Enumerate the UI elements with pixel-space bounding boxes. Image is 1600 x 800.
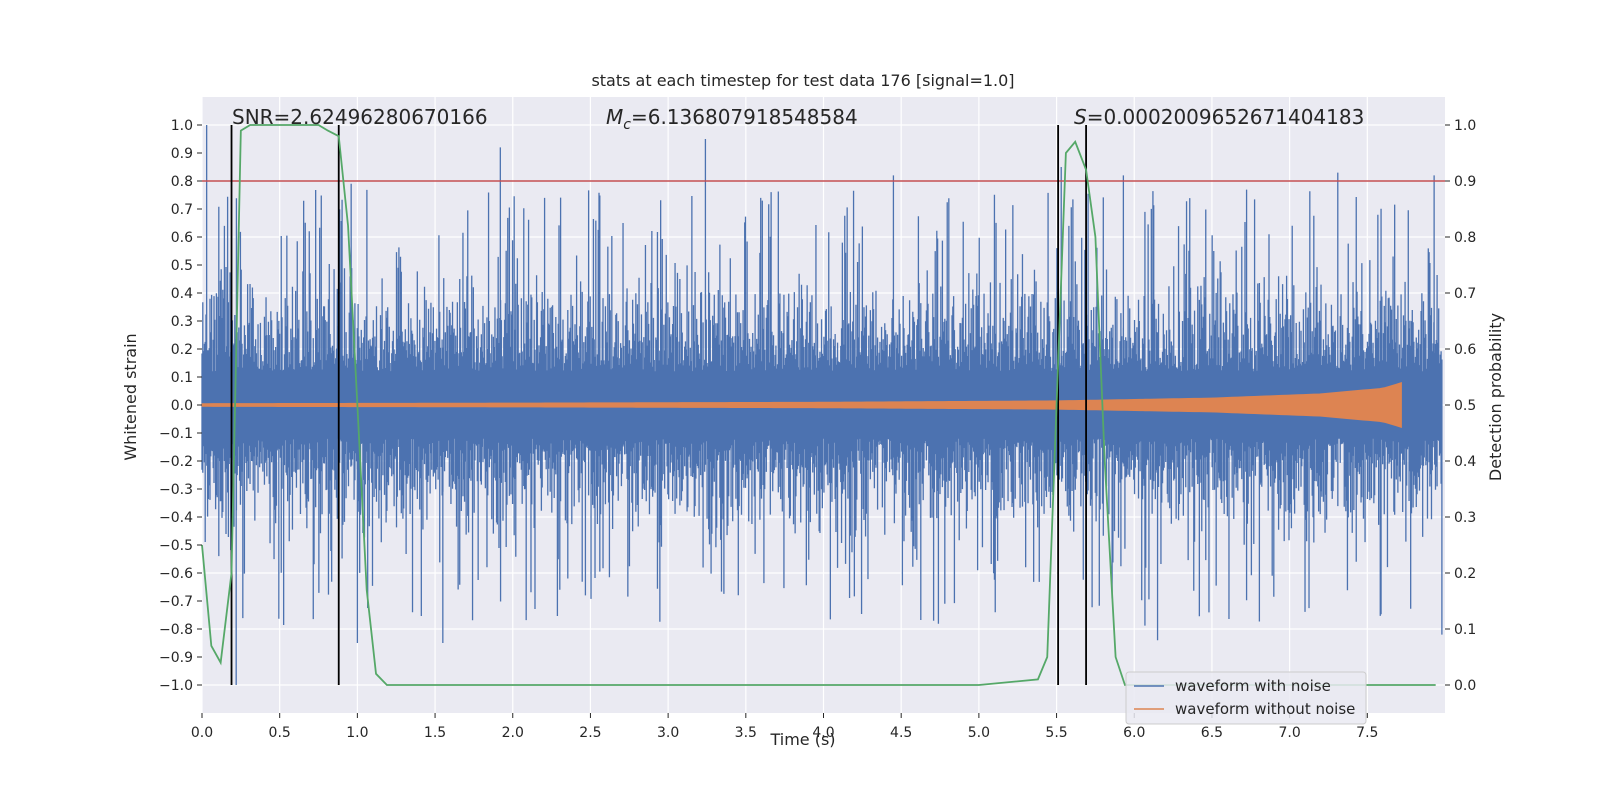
x-tick-label: 6.5 (1201, 725, 1223, 741)
x-tick-label: 0.5 (269, 725, 291, 741)
x-tick-label: 5.0 (968, 725, 990, 741)
x-tick-label: 7.0 (1278, 725, 1300, 741)
x-tick-label: 5.5 (1045, 725, 1067, 741)
annotation-snr: SNR=2.62496280670166 (232, 105, 488, 129)
series-waveform-without-noise (201, 382, 1402, 428)
y-right-tick-label: 0.3 (1454, 510, 1476, 526)
annotation-chirp-mass-value: =6.136807918548584 (631, 105, 858, 129)
y-left-tick-label: −0.3 (159, 482, 193, 498)
y-right-tick-label: 0.0 (1454, 678, 1476, 694)
x-tick-label: 3.5 (735, 725, 757, 741)
annotation-s: S=0.0002009652671404183 (1074, 105, 1364, 129)
y-left-tick-label: 0.1 (171, 370, 193, 386)
y-left-tick-label: 0.3 (171, 314, 193, 330)
y-left-tick-label: 0.0 (171, 398, 193, 414)
legend-frame (1125, 671, 1367, 725)
annotation-chirp-mass-subscript: c (623, 117, 631, 133)
x-tick-label: 4.5 (890, 725, 912, 741)
y-left-tick-label: −0.1 (159, 426, 193, 442)
vertical-marker-lines (230, 125, 1087, 685)
y-left-tick-label: −1.0 (159, 678, 193, 694)
y-left-tick-label: −0.5 (159, 538, 193, 554)
y-axis-left-label: Whitened strain (121, 333, 140, 460)
y-left-tick-label: 0.9 (171, 146, 193, 162)
x-tick-label: 6.0 (1123, 725, 1145, 741)
annotation-chirp-mass: Mc=6.136807918548584 (606, 105, 858, 133)
y-left-tick-label: −0.9 (159, 650, 193, 666)
x-tick-label: 2.5 (579, 725, 601, 741)
x-tick-label: 2.0 (502, 725, 524, 741)
y-left-tick-label: 0.8 (171, 174, 193, 190)
y-left-tick-label: 0.7 (171, 202, 193, 218)
y-right-tick-label: 1.0 (1454, 118, 1476, 134)
annotation-chirp-mass-symbol: M (606, 105, 623, 129)
y-left-tick-label: 0.5 (171, 258, 193, 274)
y-left-tick-label: −0.6 (159, 566, 193, 582)
annotation-s-symbol: S (1074, 105, 1087, 129)
x-tick-label: 1.5 (424, 725, 446, 741)
y-right-tick-label: 0.4 (1454, 454, 1476, 470)
series-detection-probability (201, 124, 1436, 686)
annotation-s-value: =0.0002009652671404183 (1087, 105, 1365, 129)
y-right-tick-label: 0.2 (1454, 566, 1476, 582)
y-right-tick-label: 0.8 (1454, 230, 1476, 246)
y-right-tick-label: 0.9 (1454, 174, 1476, 190)
y-right-tick-label: 0.5 (1454, 398, 1476, 414)
y-right-tick-label: 0.1 (1454, 622, 1476, 638)
legend-entry-noise: waveform with noise (1175, 677, 1331, 695)
legend: waveform with noise waveform without noi… (1125, 671, 1367, 725)
y-left-tick-label: 0.2 (171, 342, 193, 358)
chart-title: stats at each timestep for test data 176… (591, 71, 1014, 90)
y-left-tick-label: 0.6 (171, 230, 193, 246)
y-left-tick-label: −0.8 (159, 622, 193, 638)
x-tick-label: 4.0 (812, 725, 834, 741)
y-right-tick-label: 0.6 (1454, 342, 1476, 358)
x-tick-label: 3.0 (657, 725, 679, 741)
y-left-tick-label: −0.7 (159, 594, 193, 610)
y-right-tick-label: 0.7 (1454, 286, 1476, 302)
y-left-tick-label: −0.2 (159, 454, 193, 470)
x-tick-label: 1.0 (346, 725, 368, 741)
y-axis-right-ticks: 0.0 0.1 0.2 0.3 0.4 0.5 0.6 0.7 0.8 0.9 1.0 (1445, 118, 1476, 694)
y-left-tick-label: −0.4 (159, 510, 193, 526)
x-tick-label: 0.0 (191, 725, 213, 741)
legend-entry-clean: waveform without noise (1175, 700, 1355, 718)
y-left-tick-label: 0.4 (171, 286, 193, 302)
y-axis-right-label: Detection probability (1486, 313, 1505, 481)
y-left-tick-label: 1.0 (171, 118, 193, 134)
x-tick-label: 7.5 (1356, 725, 1378, 741)
y-axis-left-ticks: −1.0 −0.9 −0.8 −0.7 −0.6 −0.5 −0.4 −0.3 −0.2 −0.1… (159, 118, 202, 694)
x-axis-label: Time (s) (769, 730, 835, 749)
x-axis-ticks: 0.0 0.5 1.0 1.5 2.0 2.5 3.0 3.5 4.0 4.5 5.0 5.5 6.0 6… (191, 713, 1378, 741)
